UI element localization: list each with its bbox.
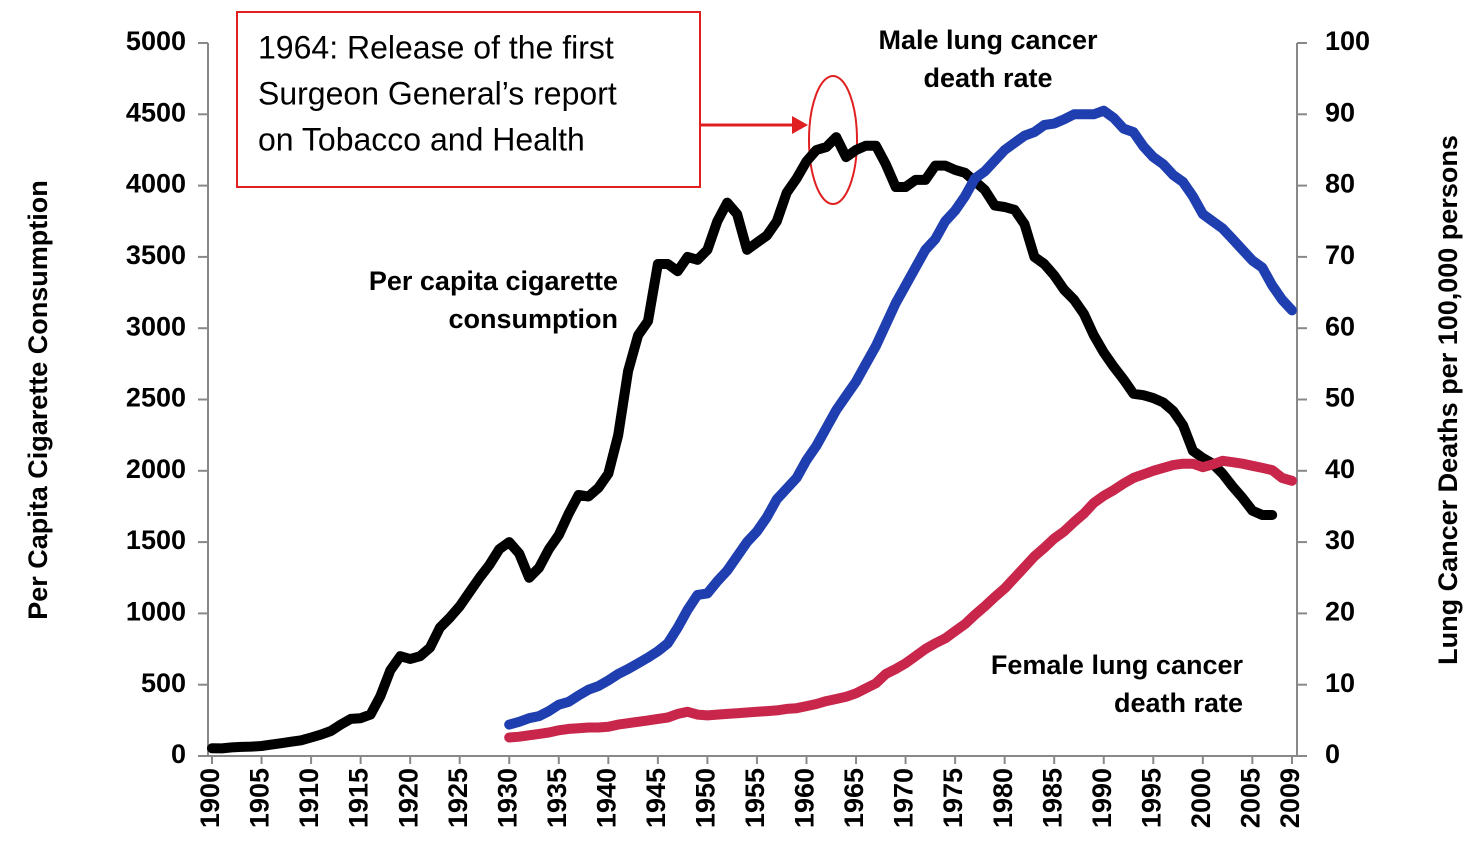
- x-tick-label: 1915: [344, 768, 374, 828]
- x-tick-label: 2009: [1275, 768, 1305, 828]
- annotation: on Tobacco and Health: [258, 121, 585, 157]
- annotation: death rate: [1114, 688, 1243, 718]
- annotation: death rate: [923, 63, 1052, 93]
- x-tick-label: 1980: [988, 768, 1018, 828]
- x-tick-label: 1935: [542, 768, 572, 828]
- x-tick-label: 1965: [839, 768, 869, 828]
- x-tick-label: 1950: [691, 768, 721, 828]
- y2-tick-label: 40: [1325, 454, 1355, 484]
- y2-tick-label: 100: [1325, 26, 1370, 56]
- x-tick-label: 1960: [790, 768, 820, 828]
- annotation: Female lung cancer: [991, 650, 1244, 680]
- x-tick-label: 2000: [1186, 768, 1216, 828]
- annotation: 1964: Release of the first: [258, 29, 614, 65]
- y2-axis-title: Lung Cancer Deaths per 100,000 persons: [1433, 135, 1463, 665]
- x-tick-label: 1955: [740, 768, 770, 828]
- y2-tick-label: 10: [1325, 668, 1355, 698]
- y2-tick-label: 80: [1325, 169, 1355, 199]
- highlight-ellipse: [808, 75, 858, 205]
- y-tick-label: 4500: [126, 97, 186, 127]
- y-tick-label: 500: [141, 668, 186, 698]
- x-tick-label: 1930: [492, 768, 522, 828]
- y-tick-label: 0: [171, 739, 186, 769]
- annotation: consumption: [449, 304, 619, 334]
- series-line: [504, 105, 1297, 730]
- y2-tick-label: 70: [1325, 240, 1355, 270]
- x-tick-label: 1995: [1136, 768, 1166, 828]
- x-tick-label: 1990: [1087, 768, 1117, 828]
- y2-tick-label: 20: [1325, 597, 1355, 627]
- x-tick-label: 1905: [245, 768, 275, 828]
- x-tick-label: 1925: [443, 768, 473, 828]
- x-tick-label: 1920: [393, 768, 423, 828]
- y-tick-label: 4000: [126, 169, 186, 199]
- annotation: Male lung cancer: [878, 25, 1098, 55]
- x-tick-label: 2005: [1235, 768, 1265, 828]
- series-line: [504, 455, 1297, 743]
- annotation: Per capita cigarette: [369, 266, 618, 296]
- y2-tick-label: 90: [1325, 97, 1355, 127]
- x-tick-label: 1900: [195, 768, 225, 828]
- y-tick-label: 1500: [126, 525, 186, 555]
- x-tick-label: 1970: [889, 768, 919, 828]
- y-tick-label: 2000: [126, 454, 186, 484]
- y-tick-label: 3500: [126, 240, 186, 270]
- annotation-box: [236, 11, 701, 188]
- y2-tick-label: 60: [1325, 311, 1355, 341]
- x-tick-label: 1910: [294, 768, 324, 828]
- x-tick-label: 1985: [1037, 768, 1067, 828]
- x-tick-label: 1940: [591, 768, 621, 828]
- y-tick-label: 5000: [126, 26, 186, 56]
- y-tick-label: 1000: [126, 597, 186, 627]
- y-tick-label: 3000: [126, 311, 186, 341]
- y-axis-title: Per Capita Cigarette Consumption: [23, 180, 53, 620]
- x-tick-label: 1975: [938, 768, 968, 828]
- annotation: Surgeon General’s report: [258, 75, 617, 111]
- arrow-head: [792, 116, 808, 134]
- y2-tick-label: 50: [1325, 383, 1355, 413]
- x-tick-label: 1945: [641, 768, 671, 828]
- y2-tick-label: 0: [1325, 739, 1340, 769]
- y2-tick-label: 30: [1325, 525, 1355, 555]
- y-tick-label: 2500: [126, 383, 186, 413]
- series-line: [207, 132, 1278, 754]
